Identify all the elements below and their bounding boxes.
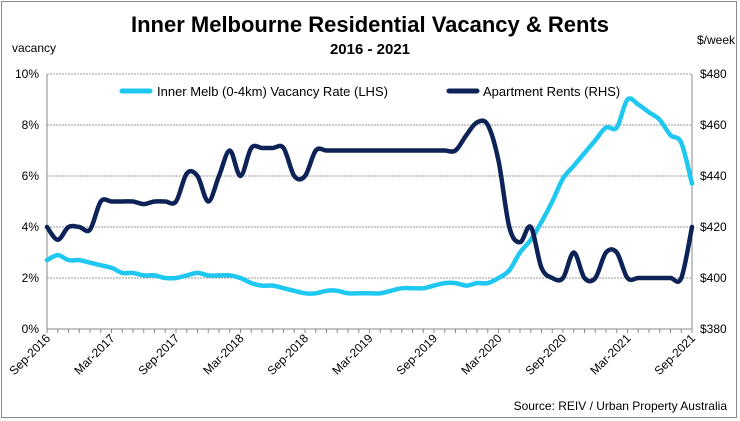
left-axis-label: vacancy	[12, 41, 56, 55]
x-tick-label: Sep-2017	[135, 331, 182, 378]
vacancy-rate-line	[44, 96, 695, 296]
chart-subtitle: 2016 - 2021	[330, 41, 410, 58]
x-tick-label: Sep-2018	[264, 331, 311, 378]
right-tick-label: $380	[700, 322, 727, 336]
apartment-rents-line	[44, 118, 695, 284]
right-axis-label: $/week	[697, 33, 736, 47]
right-tick-label: $440	[700, 169, 727, 183]
source-note: Source: REIV / Urban Property Australia	[514, 399, 728, 413]
x-tick-label: Sep-2020	[522, 331, 569, 378]
x-tick-label: Mar-2021	[587, 331, 633, 377]
legend-label-rents: Apartment Rents (RHS)	[483, 84, 620, 99]
left-tick-label: 0%	[22, 322, 40, 336]
x-tick-label: Mar-2020	[458, 331, 504, 377]
left-tick-label: 4%	[22, 220, 40, 234]
x-tick-label: Sep-2016	[6, 331, 53, 378]
x-tick-label: Mar-2018	[200, 331, 246, 377]
left-tick-label: 10%	[15, 67, 39, 81]
left-tick-label: 2%	[22, 271, 40, 285]
right-tick-label: $460	[700, 118, 727, 132]
x-tick-label: Mar-2017	[71, 331, 117, 377]
right-tick-label: $480	[700, 67, 727, 81]
x-tick-label: Mar-2019	[329, 331, 375, 377]
left-tick-label: 6%	[22, 169, 40, 183]
chart-title: Inner Melbourne Residential Vacancy & Re…	[131, 12, 609, 37]
right-tick-label: $420	[700, 220, 727, 234]
left-tick-label: 8%	[22, 118, 40, 132]
x-tick-label: Sep-2021	[651, 331, 698, 378]
right-tick-label: $400	[700, 271, 727, 285]
legend-label-vacancy: Inner Melb (0-4km) Vacancy Rate (LHS)	[157, 84, 388, 99]
x-tick-label: Sep-2019	[393, 331, 440, 378]
